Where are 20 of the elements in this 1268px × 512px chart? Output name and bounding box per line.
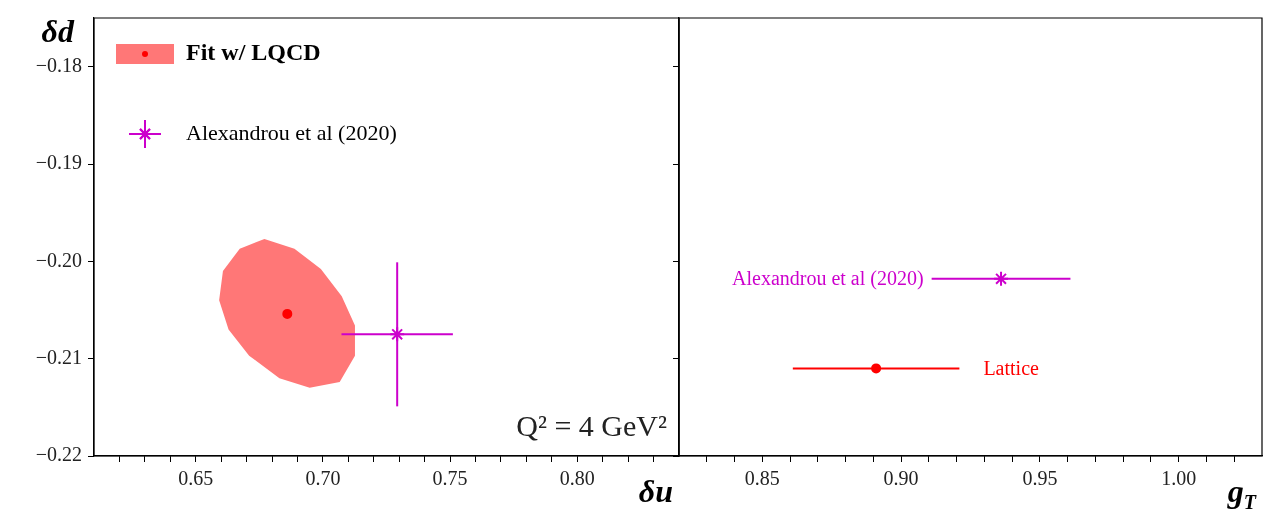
y-tick-label: −0.19 bbox=[35, 151, 82, 174]
legend-label: Fit w/ LQCD bbox=[186, 39, 321, 66]
y-tick-label: −0.18 bbox=[35, 53, 82, 76]
legend-label: Alexandrou et al (2020) bbox=[186, 119, 397, 145]
x-tick-label: 0.75 bbox=[432, 467, 468, 490]
y-tick-label: −0.21 bbox=[35, 345, 82, 368]
y-tick-label: −0.20 bbox=[35, 248, 82, 271]
x-tick-label: 0.95 bbox=[1022, 467, 1058, 490]
text: Alexandrou et al (2020) bbox=[732, 267, 924, 291]
annotation: Q² = 4 GeV² bbox=[516, 409, 668, 442]
y-axis-title: δd bbox=[41, 13, 75, 49]
x-axis-title: δu bbox=[638, 473, 673, 509]
x-tick-label: 0.70 bbox=[305, 467, 341, 490]
x-tick-label: 1.00 bbox=[1161, 467, 1197, 490]
x-tick-label: 0.65 bbox=[178, 467, 214, 490]
x-tick-label: 0.80 bbox=[559, 467, 595, 490]
y-tick-label: −0.22 bbox=[35, 443, 82, 466]
text: Lattice bbox=[983, 356, 1040, 379]
x-tick-label: 0.85 bbox=[744, 467, 780, 490]
x-tick-label: 0.90 bbox=[883, 467, 919, 490]
